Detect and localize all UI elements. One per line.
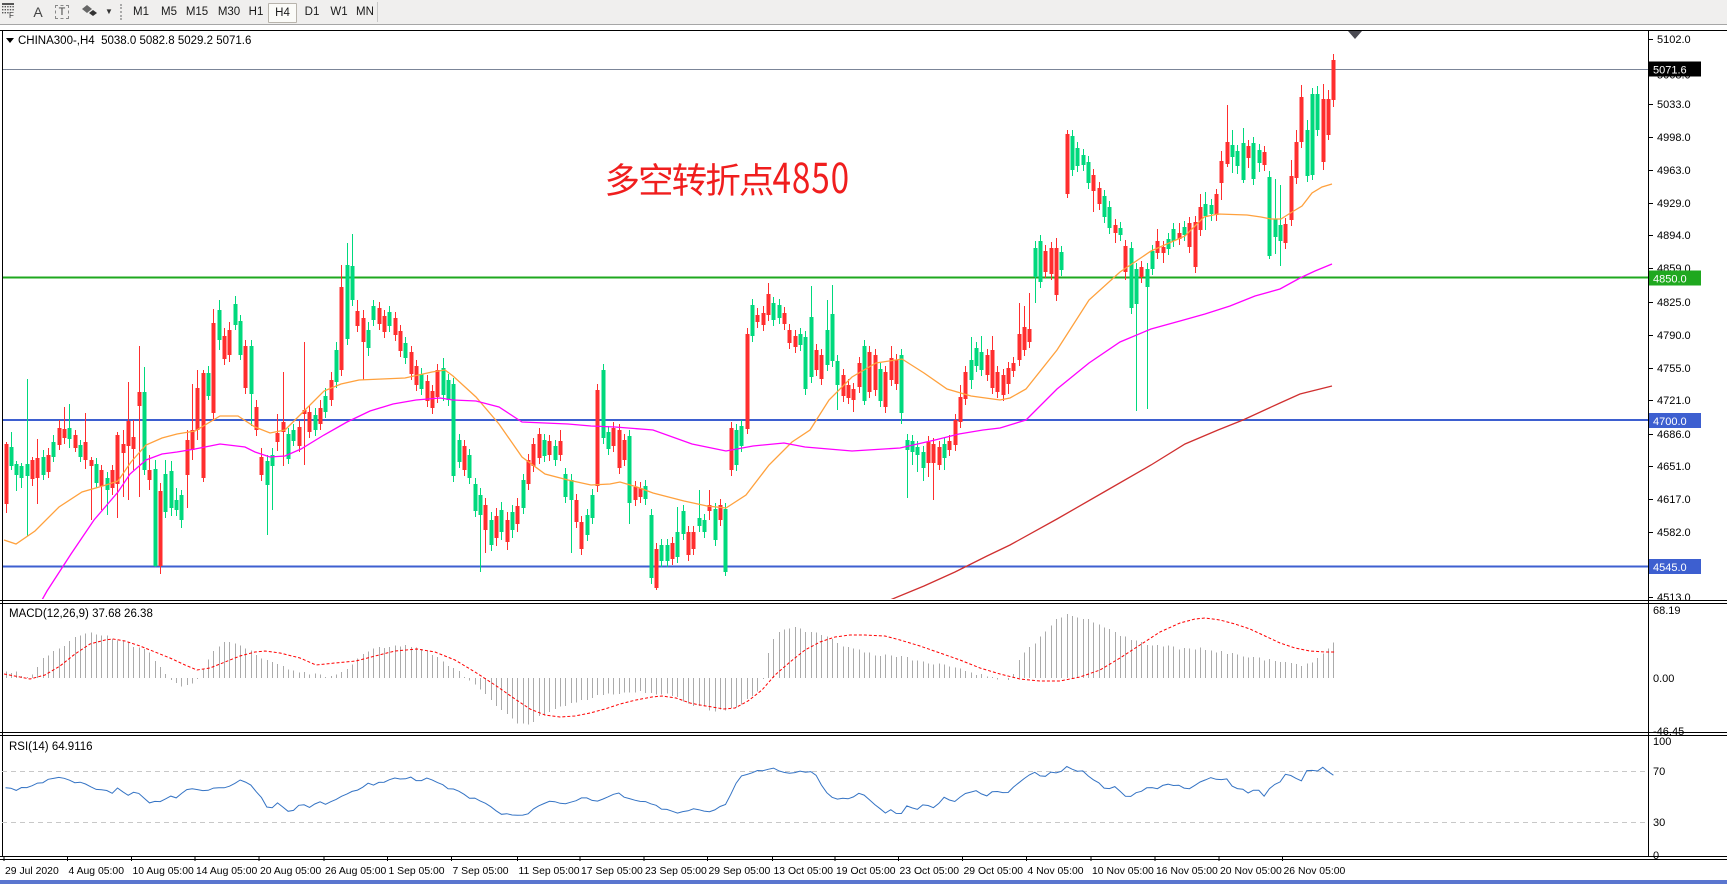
svg-text:5071.6: 5071.6 xyxy=(1653,65,1687,77)
svg-text:4755.0: 4755.0 xyxy=(1657,363,1691,375)
svg-text:70: 70 xyxy=(1653,766,1665,778)
svg-text:29 Oct 05:00: 29 Oct 05:00 xyxy=(964,866,1024,877)
svg-text:4850.0: 4850.0 xyxy=(1653,274,1687,286)
svg-text:29 Sep 05:00: 29 Sep 05:00 xyxy=(709,866,771,877)
svg-text:13 Oct 05:00: 13 Oct 05:00 xyxy=(774,866,834,877)
svg-text:0: 0 xyxy=(1653,850,1659,862)
svg-text:19 Oct 05:00: 19 Oct 05:00 xyxy=(836,866,896,877)
svg-text:10 Nov 05:00: 10 Nov 05:00 xyxy=(1092,866,1154,877)
svg-text:4894.0: 4894.0 xyxy=(1657,230,1691,242)
svg-text:4651.0: 4651.0 xyxy=(1657,461,1691,473)
svg-text:RSI(14) 64.9116: RSI(14) 64.9116 xyxy=(9,741,93,753)
svg-text:30: 30 xyxy=(1653,817,1665,829)
svg-text:F: F xyxy=(9,11,14,19)
svg-text:4825.0: 4825.0 xyxy=(1657,297,1691,309)
svg-text:7 Sep 05:00: 7 Sep 05:00 xyxy=(453,866,509,877)
svg-text:68.19: 68.19 xyxy=(1653,605,1681,617)
svg-text:4545.0: 4545.0 xyxy=(1653,562,1687,574)
svg-text:23 Oct 05:00: 23 Oct 05:00 xyxy=(900,866,960,877)
svg-text:4 Nov 05:00: 4 Nov 05:00 xyxy=(1028,866,1084,877)
svg-text:20 Nov 05:00: 20 Nov 05:00 xyxy=(1220,866,1282,877)
svg-text:16 Nov 05:00: 16 Nov 05:00 xyxy=(1156,866,1218,877)
svg-text:11 Sep 05:00: 11 Sep 05:00 xyxy=(519,866,580,877)
svg-text:4963.0: 4963.0 xyxy=(1657,165,1691,177)
svg-text:4929.0: 4929.0 xyxy=(1657,198,1691,210)
svg-text:4721.0: 4721.0 xyxy=(1657,395,1691,407)
svg-text:10 Aug 05:00: 10 Aug 05:00 xyxy=(133,866,194,877)
svg-text:14 Aug 05:00: 14 Aug 05:00 xyxy=(196,866,257,877)
svg-text:4790.0: 4790.0 xyxy=(1657,330,1691,342)
svg-text:5102.0: 5102.0 xyxy=(1657,34,1691,46)
svg-text:MACD(12,26,9) 37.68 26.38: MACD(12,26,9) 37.68 26.38 xyxy=(9,608,153,620)
svg-text:4700.0: 4700.0 xyxy=(1653,416,1687,428)
svg-text:4617.0: 4617.0 xyxy=(1657,494,1691,506)
svg-text:29 Jul 2020: 29 Jul 2020 xyxy=(5,866,59,877)
svg-text:100: 100 xyxy=(1653,736,1671,748)
svg-text:23 Sep 05:00: 23 Sep 05:00 xyxy=(645,866,707,877)
svg-text:5033.0: 5033.0 xyxy=(1657,99,1691,111)
svg-text:26 Nov 05:00: 26 Nov 05:00 xyxy=(1284,866,1346,877)
svg-text:4582.0: 4582.0 xyxy=(1657,527,1691,539)
svg-text:26 Aug 05:00: 26 Aug 05:00 xyxy=(325,866,386,877)
svg-text:4513.0: 4513.0 xyxy=(1657,592,1691,604)
svg-text:4 Aug 05:00: 4 Aug 05:00 xyxy=(69,866,125,877)
svg-text:4686.0: 4686.0 xyxy=(1657,429,1691,441)
svg-text:17 Sep 05:00: 17 Sep 05:00 xyxy=(581,866,643,877)
svg-text:4998.0: 4998.0 xyxy=(1657,132,1691,144)
svg-text:0.00: 0.00 xyxy=(1653,673,1674,685)
svg-text:1 Sep 05:00: 1 Sep 05:00 xyxy=(389,866,445,877)
svg-text:20 Aug 05:00: 20 Aug 05:00 xyxy=(260,866,321,877)
svg-text:-46.45: -46.45 xyxy=(1653,726,1684,738)
svg-text:CHINA300-,H4 5038.0 5082.8 50: CHINA300-,H4 5038.0 5082.8 5029.2 5071.6 xyxy=(18,35,251,47)
